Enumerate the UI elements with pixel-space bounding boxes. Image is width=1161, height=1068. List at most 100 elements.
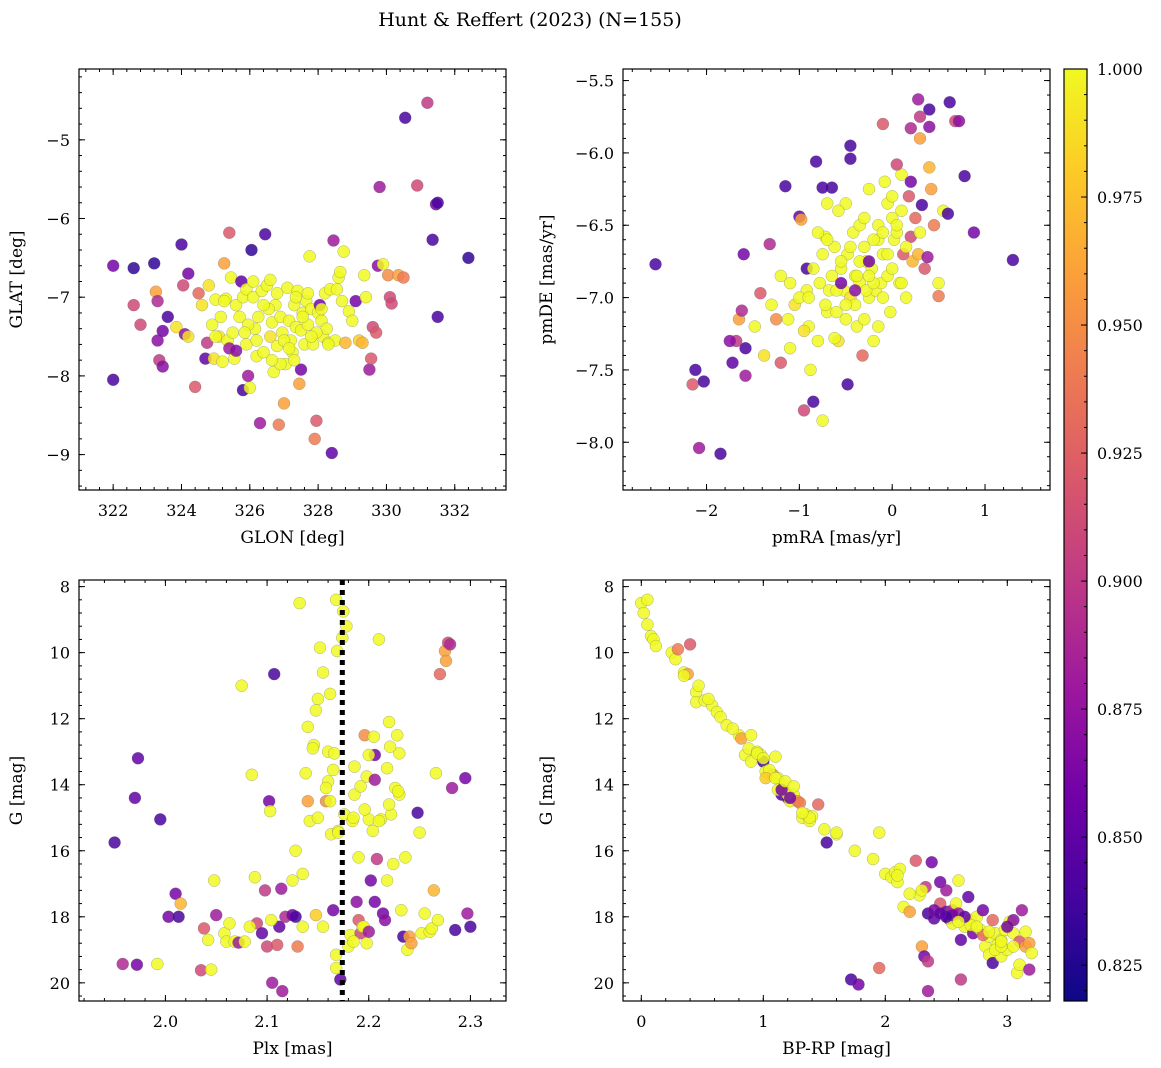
- data-point: [757, 349, 771, 362]
- data-point: [350, 895, 363, 909]
- data-point: [443, 638, 457, 651]
- data-point: [911, 93, 925, 106]
- data-point: [128, 791, 142, 805]
- data-point: [289, 844, 302, 858]
- data-point: [913, 132, 927, 145]
- data-point: [807, 262, 820, 275]
- data-point: [923, 161, 936, 174]
- x-tick-label: 330: [371, 501, 402, 520]
- axes-frame: [78, 68, 507, 491]
- axes-frame: [78, 579, 507, 1002]
- data-point: [932, 289, 945, 303]
- data-point: [263, 804, 277, 818]
- data-point: [329, 961, 343, 975]
- data-point: [131, 752, 145, 765]
- x-tick-label: 328: [303, 501, 334, 520]
- data-point: [382, 798, 396, 811]
- data-point: [819, 298, 832, 312]
- y-tick-label: 8: [60, 578, 70, 597]
- data-point: [248, 870, 262, 884]
- data-point: [410, 179, 424, 192]
- data-point: [967, 226, 981, 239]
- y-tick-label: 14: [50, 776, 70, 795]
- data-point: [866, 852, 880, 866]
- data-point: [689, 363, 702, 377]
- data-point: [161, 310, 175, 324]
- data-point: [763, 237, 776, 251]
- data-point: [952, 915, 965, 929]
- data-point: [433, 667, 447, 681]
- data-point: [754, 286, 767, 300]
- data-point: [994, 935, 1008, 948]
- data-point: [243, 920, 257, 933]
- data-point: [844, 152, 857, 165]
- data-point: [172, 910, 185, 924]
- data-point: [774, 356, 788, 369]
- data-point: [779, 179, 792, 193]
- y-tick-label: −7: [46, 288, 70, 307]
- data-point: [127, 261, 140, 275]
- data-point: [366, 824, 380, 838]
- data-point: [299, 766, 312, 780]
- data-point: [147, 257, 161, 270]
- data-point: [913, 226, 927, 239]
- data-point: [286, 874, 299, 887]
- panel-pm: −2 −1 0 1 −8.0 −7.5 −7.0 −6.5 −6.0 −5.5 pmRA [mas/…: [537, 68, 1051, 548]
- data-point: [739, 341, 752, 355]
- data-point: [890, 218, 904, 232]
- data-point: [316, 920, 330, 933]
- data-point: [952, 874, 965, 887]
- x-tick-label: 2: [880, 1012, 890, 1031]
- data-point: [216, 355, 229, 368]
- data-point: [243, 381, 257, 394]
- y-axis-label: pmDE [mas/yr]: [537, 214, 557, 344]
- data-point: [925, 856, 938, 869]
- y-tick-label: 14: [594, 776, 614, 795]
- data-point: [876, 226, 890, 239]
- data-point: [461, 907, 474, 920]
- y-tick-label: 12: [594, 710, 614, 729]
- data-point: [867, 233, 880, 246]
- data-point: [904, 175, 918, 189]
- x-tick-label: 0: [636, 1012, 646, 1031]
- data-point: [841, 378, 854, 391]
- x-tick-label: 324: [166, 501, 197, 520]
- data-point: [439, 654, 453, 668]
- scatter-points: [106, 96, 475, 460]
- data-point: [326, 903, 340, 917]
- x-tick-label: 1: [980, 501, 990, 520]
- data-point: [637, 606, 650, 620]
- data-point: [398, 111, 412, 125]
- data-point: [322, 338, 335, 351]
- data-point: [356, 336, 369, 350]
- data-point: [915, 198, 929, 212]
- x-tick-label: 326: [235, 501, 266, 520]
- y-tick-label: 20: [594, 974, 614, 993]
- y-tick-label: −6.5: [575, 216, 614, 235]
- data-point: [641, 593, 654, 607]
- data-point: [346, 314, 359, 328]
- data-point: [357, 268, 371, 282]
- data-point: [848, 284, 862, 297]
- data-point: [431, 310, 444, 324]
- data-point: [127, 298, 140, 312]
- x-tick-label: 2.1: [254, 1012, 279, 1031]
- data-point: [1006, 253, 1020, 267]
- data-point: [714, 447, 727, 461]
- data-point: [258, 884, 272, 897]
- tick-marks: [623, 69, 1050, 490]
- x-tick-label: −1: [788, 501, 812, 520]
- data-point: [954, 933, 968, 947]
- data-point: [918, 262, 931, 275]
- data-point: [169, 887, 182, 900]
- data-point: [301, 794, 315, 808]
- data-point: [106, 373, 120, 387]
- data-point: [301, 287, 315, 300]
- data-point: [267, 667, 281, 681]
- data-point: [276, 984, 289, 998]
- data-point: [462, 251, 475, 265]
- data-point: [303, 250, 316, 263]
- data-point: [830, 305, 843, 319]
- y-tick-label: −5: [46, 131, 70, 150]
- data-point: [921, 955, 935, 968]
